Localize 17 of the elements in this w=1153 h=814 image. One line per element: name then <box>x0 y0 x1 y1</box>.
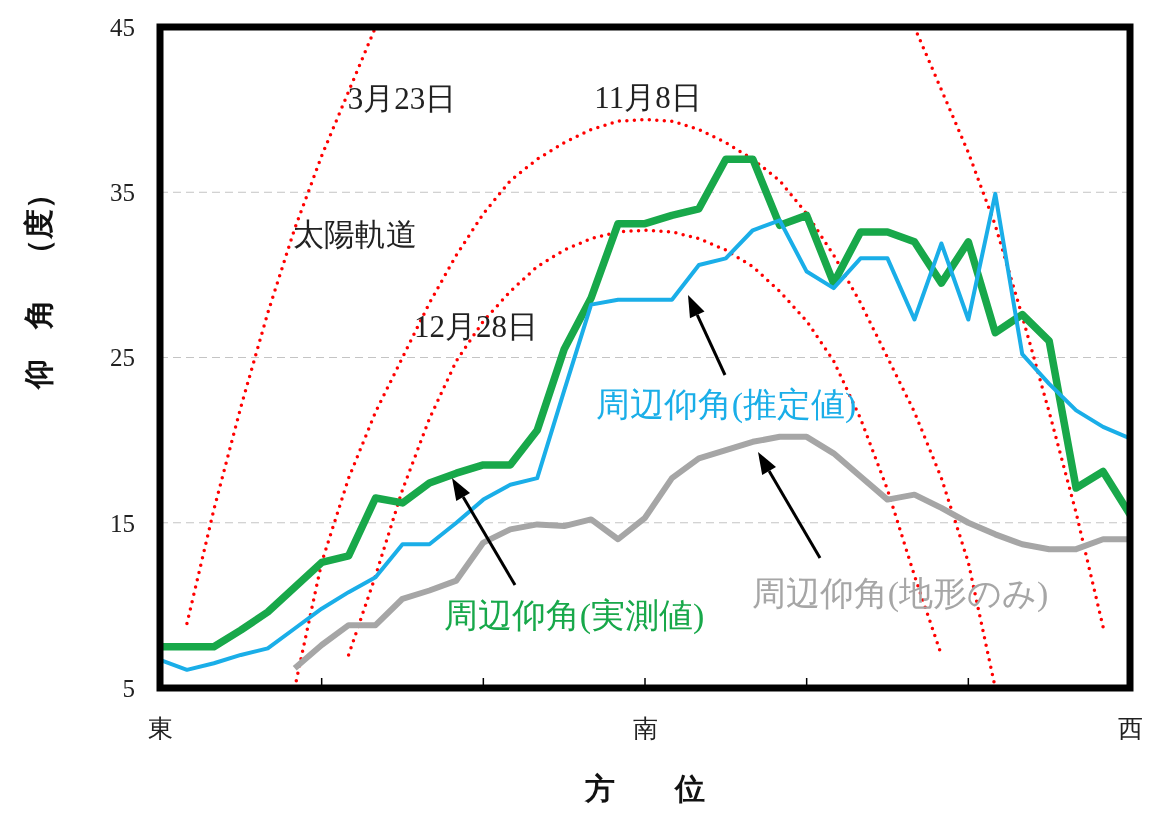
series-label: 11月8日 <box>594 79 702 115</box>
series-label: 3月23日 <box>347 80 457 116</box>
y-tick-label: 15 <box>110 509 135 537</box>
y-axis-title: 仰 角 （度） <box>21 179 55 390</box>
annotation: 太陽軌道 <box>293 216 417 252</box>
series-label: 12月28日 <box>414 308 538 344</box>
x-tick-label: 東 <box>147 714 173 742</box>
text: 周辺仰角(実測値) <box>443 596 705 635</box>
x-axis-title: 方 位 <box>584 771 705 805</box>
x-tick-label: 南 <box>632 714 658 742</box>
y-tick-label: 5 <box>122 674 135 702</box>
y-tick-label: 25 <box>110 344 135 372</box>
series-label: 周辺仰角(地形のみ) <box>751 574 1049 613</box>
series-label: 周辺仰角(推定値) <box>595 385 857 424</box>
y-tick-label: 35 <box>110 179 135 207</box>
y-tick-label: 45 <box>110 13 135 41</box>
x-tick-label: 西 <box>1117 714 1143 742</box>
